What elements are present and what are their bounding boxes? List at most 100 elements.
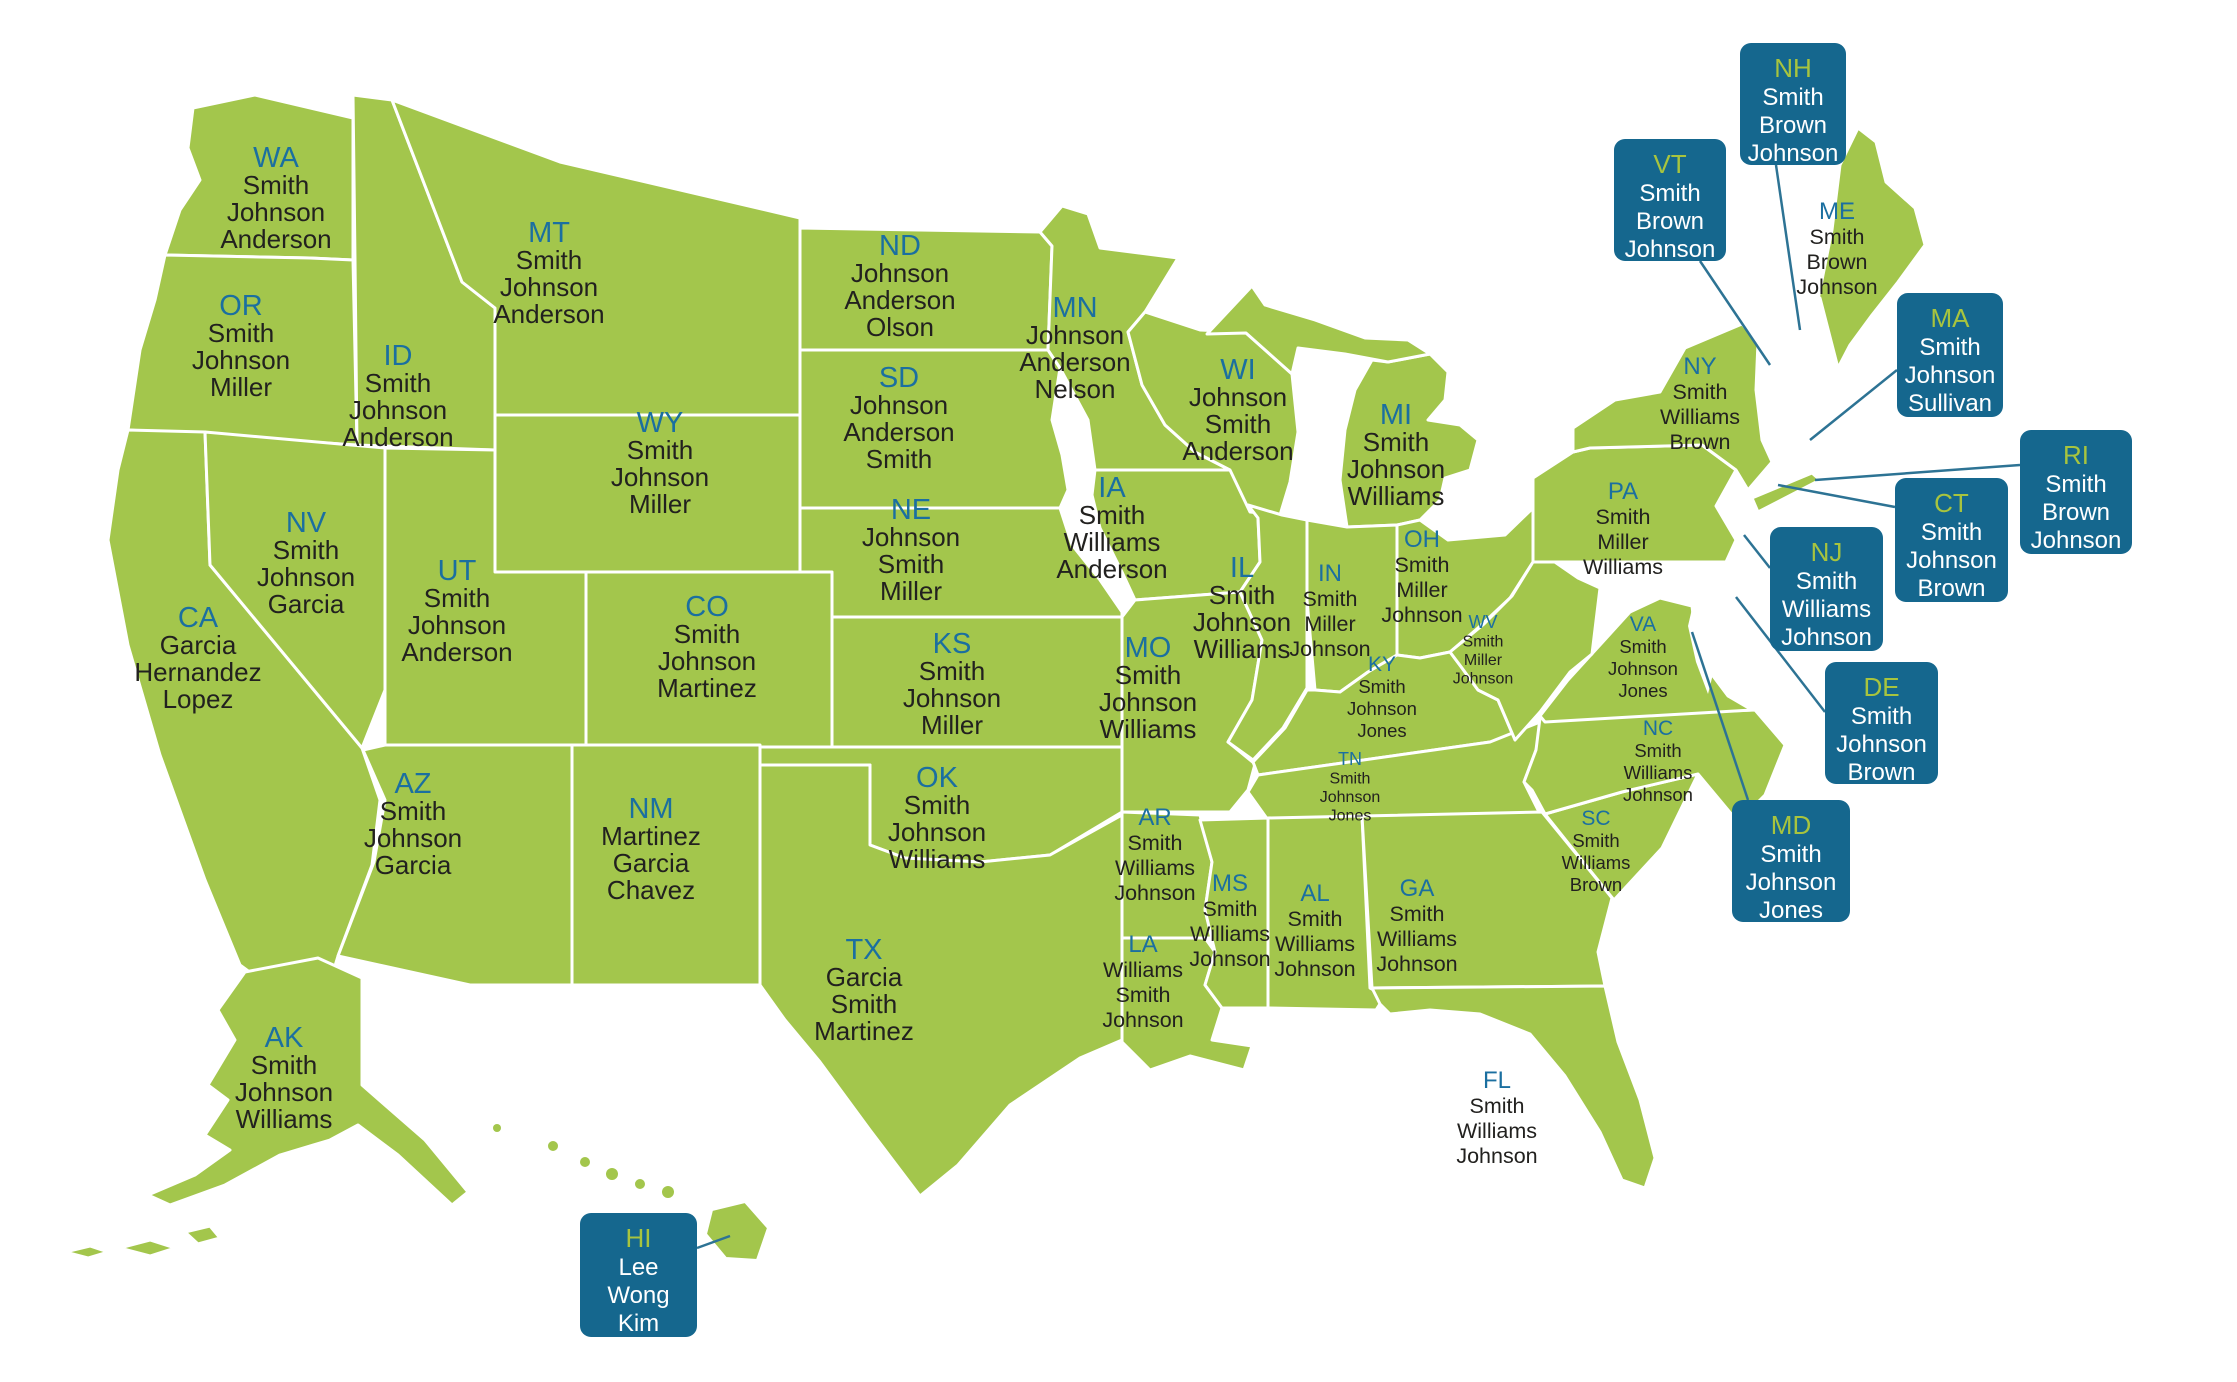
state-shape-NY[interactable] bbox=[1750, 471, 1822, 514]
state-surname-MT-1: Smith bbox=[516, 245, 582, 275]
callout-surname-DE-2: Johnson bbox=[1836, 731, 1927, 758]
state-surname-AK-1: Smith bbox=[251, 1050, 317, 1080]
state-surname-IA-1: Smith bbox=[1079, 500, 1145, 530]
state-surname-TN-1: Smith bbox=[1330, 771, 1371, 788]
state-surname-OK-2: Johnson bbox=[888, 817, 986, 847]
state-surname-MO-3: Williams bbox=[1100, 714, 1197, 744]
state-surname-OK-1: Smith bbox=[904, 790, 970, 820]
callout-surname-MD-2: Johnson bbox=[1746, 869, 1837, 896]
state-shape-WV[interactable] bbox=[1448, 506, 1602, 742]
state-abbr-NC: NC bbox=[1643, 717, 1673, 740]
state-abbr-ID: ID bbox=[384, 340, 413, 372]
state-surname-NC-2: Williams bbox=[1624, 762, 1693, 783]
callout-surname-NH-3: Johnson bbox=[1748, 140, 1839, 167]
state-surname-AK-3: Williams bbox=[236, 1104, 333, 1134]
state-surname-WY-2: Johnson bbox=[611, 462, 709, 492]
state-surname-WV-1: Smith bbox=[1463, 634, 1504, 651]
state-surname-MT-3: Anderson bbox=[493, 299, 604, 329]
state-surname-AR-2: Williams bbox=[1115, 856, 1195, 880]
callout-surname-RI-3: Johnson bbox=[2031, 527, 2122, 554]
state-shape-HI-island[interactable] bbox=[548, 1141, 558, 1151]
callout-box-MA[interactable] bbox=[1897, 293, 2003, 417]
callout-box-DE[interactable] bbox=[1825, 662, 1938, 784]
state-shape-HI-island[interactable] bbox=[580, 1157, 590, 1167]
state-shape-MI[interactable] bbox=[1338, 352, 1480, 529]
state-surname-KY-3: Jones bbox=[1357, 720, 1406, 741]
state-shape-HI-island[interactable] bbox=[493, 1124, 501, 1132]
callout-box-NH[interactable] bbox=[1740, 43, 1846, 165]
state-surname-MI-2: Johnson bbox=[1347, 454, 1445, 484]
state-surname-NM-1: Martinez bbox=[601, 821, 701, 851]
state-shape-MI[interactable] bbox=[1205, 284, 1432, 376]
state-abbr-IN: IN bbox=[1318, 560, 1342, 587]
state-shape-NY[interactable] bbox=[1571, 322, 1774, 492]
state-shape-AK[interactable] bbox=[118, 1238, 177, 1258]
callout-surname-RI-1: Smith bbox=[2045, 471, 2106, 498]
state-surname-TX-3: Martinez bbox=[814, 1016, 914, 1046]
state-shape-TX[interactable] bbox=[758, 763, 1124, 1198]
callout-abbr-NJ: NJ bbox=[1811, 537, 1843, 567]
state-surname-NV-3: Garcia bbox=[268, 589, 345, 619]
state-surname-AZ-2: Johnson bbox=[364, 823, 462, 853]
state-surname-KS-3: Miller bbox=[921, 710, 983, 740]
state-surname-VA-2: Johnson bbox=[1608, 658, 1678, 679]
state-surname-AZ-1: Smith bbox=[380, 796, 446, 826]
state-surname-WI-1: Johnson bbox=[1189, 382, 1287, 412]
state-shape-AK[interactable] bbox=[63, 1244, 110, 1260]
state-abbr-FL: FL bbox=[1483, 1067, 1511, 1094]
state-abbr-MN: MN bbox=[1052, 292, 1097, 324]
state-surname-ND-2: Anderson bbox=[844, 285, 955, 315]
state-surname-NY-1: Smith bbox=[1673, 380, 1728, 404]
callout-surname-CT-2: Johnson bbox=[1906, 547, 1997, 574]
state-shape-AK[interactable] bbox=[183, 1224, 222, 1246]
callout-box-VT[interactable] bbox=[1614, 139, 1726, 261]
state-surname-AZ-3: Garcia bbox=[375, 850, 452, 880]
callout-box-CT[interactable] bbox=[1895, 478, 2008, 602]
state-surname-OR-1: Smith bbox=[208, 318, 274, 348]
state-shape-WI[interactable] bbox=[1126, 310, 1300, 517]
state-shape-NE[interactable] bbox=[798, 506, 1124, 619]
callout-box-RI[interactable] bbox=[2020, 430, 2132, 554]
state-shape-HI-island[interactable] bbox=[635, 1179, 645, 1189]
water-overlays bbox=[1688, 600, 1714, 694]
state-abbr-AL: AL bbox=[1300, 880, 1329, 907]
state-surname-NE-3: Miller bbox=[880, 576, 942, 606]
state-shape-FL[interactable] bbox=[1370, 984, 1657, 1190]
state-surname-ND-3: Olson bbox=[866, 312, 934, 342]
state-surname-CA-3: Lopez bbox=[163, 684, 234, 714]
state-shape-NV[interactable] bbox=[203, 430, 387, 750]
leader-line-MA bbox=[1809, 369, 1898, 441]
state-shape-AK[interactable] bbox=[146, 956, 470, 1207]
state-shape-HI[interactable] bbox=[705, 1201, 769, 1261]
state-surname-CO-1: Smith bbox=[674, 619, 740, 649]
state-surname-VA-3: Jones bbox=[1618, 680, 1667, 701]
callout-box-HI[interactable] bbox=[580, 1213, 697, 1337]
state-surname-WA-3: Anderson bbox=[220, 224, 331, 254]
callout-surname-DE-1: Smith bbox=[1851, 703, 1912, 730]
state-shape-NC[interactable] bbox=[1522, 708, 1787, 824]
callout-box-NJ[interactable] bbox=[1770, 527, 1883, 651]
callout-box-MD[interactable] bbox=[1732, 800, 1850, 922]
state-surname-IN-3: Johnson bbox=[1289, 637, 1370, 661]
state-shape-HI-island[interactable] bbox=[606, 1168, 618, 1180]
leader-line-MD bbox=[1690, 631, 1750, 801]
state-shape-HI-island[interactable] bbox=[662, 1186, 674, 1198]
state-surname-GA-3: Johnson bbox=[1376, 952, 1457, 976]
callout-surname-HI-3: Kim bbox=[618, 1310, 659, 1337]
callout-surname-MA-2: Johnson bbox=[1905, 362, 1996, 389]
